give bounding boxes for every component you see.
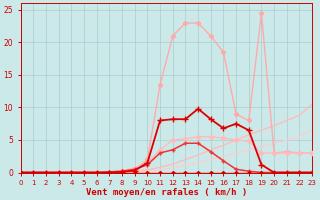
X-axis label: Vent moyen/en rafales ( km/h ): Vent moyen/en rafales ( km/h ) bbox=[86, 188, 247, 197]
